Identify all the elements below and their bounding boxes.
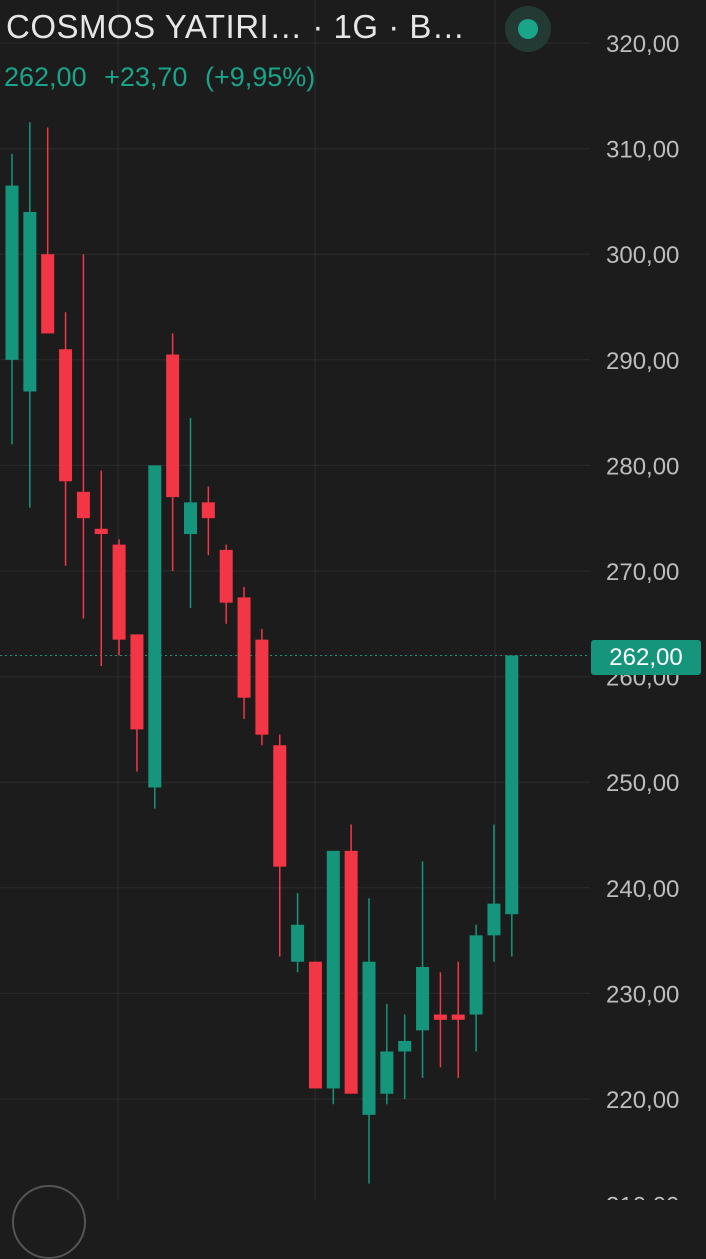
y-tick-label: 270,00	[606, 559, 679, 586]
candle-body	[380, 1051, 394, 1094]
y-tick-label: 300,00	[606, 242, 679, 269]
y-tick-label: 240,00	[606, 876, 679, 903]
y-tick-label: 220,00	[606, 1087, 679, 1114]
candle-body	[326, 850, 340, 1089]
candle-body	[41, 254, 55, 334]
candle-body	[184, 502, 197, 535]
candle-body	[166, 354, 180, 498]
y-tick-label: 250,00	[606, 770, 679, 797]
candle-body	[344, 850, 358, 1094]
instrument-title[interactable]: COSMOS YATIRI… · 1G · B…	[6, 8, 466, 45]
quote-line: 262,00 +23,70 (+9,95%)	[4, 62, 325, 93]
candle-body	[148, 465, 162, 788]
candle-body	[487, 903, 501, 936]
y-tick-label: 310,00	[606, 137, 679, 164]
candle-body	[5, 185, 19, 360]
candle-body	[76, 491, 90, 519]
candle-body	[416, 967, 430, 1031]
candle-body	[59, 349, 73, 482]
candle-body	[291, 924, 305, 962]
candle-body	[398, 1040, 412, 1052]
candle-body	[273, 745, 287, 867]
y-tick-label: 230,00	[606, 981, 679, 1008]
y-tick-label: 320,00	[606, 31, 679, 58]
price-change-percent: (+9,95%)	[204, 62, 316, 92]
last-price: 262,00	[4, 62, 87, 92]
candle-body	[308, 961, 322, 1089]
candle-body	[362, 961, 376, 1115]
market-status-icon[interactable]	[505, 6, 551, 52]
candle-body	[201, 502, 215, 519]
y-tick-label: 280,00	[606, 453, 679, 480]
candle-body	[130, 634, 144, 730]
candle-body	[219, 549, 233, 603]
y-tick-label: 290,00	[606, 348, 679, 375]
chart-tool-button[interactable]	[12, 1185, 86, 1259]
candle-body	[433, 1014, 447, 1020]
candle-body	[112, 544, 126, 640]
candle-body	[255, 639, 269, 735]
price-change: +23,70	[104, 62, 188, 92]
candlestick-chart[interactable]: 320,00310,00300,00290,00280,00270,00260,…	[0, 0, 706, 1200]
live-dot-icon	[518, 19, 538, 39]
current-price-tag: 262,00	[591, 640, 701, 675]
candle-body	[237, 597, 251, 698]
candle-body	[505, 655, 519, 915]
candle-body	[23, 211, 37, 392]
candle-body	[469, 935, 483, 1015]
candle-body	[94, 528, 108, 535]
y-tick-label: 210,00	[606, 1193, 679, 1200]
candle-body	[451, 1014, 465, 1020]
